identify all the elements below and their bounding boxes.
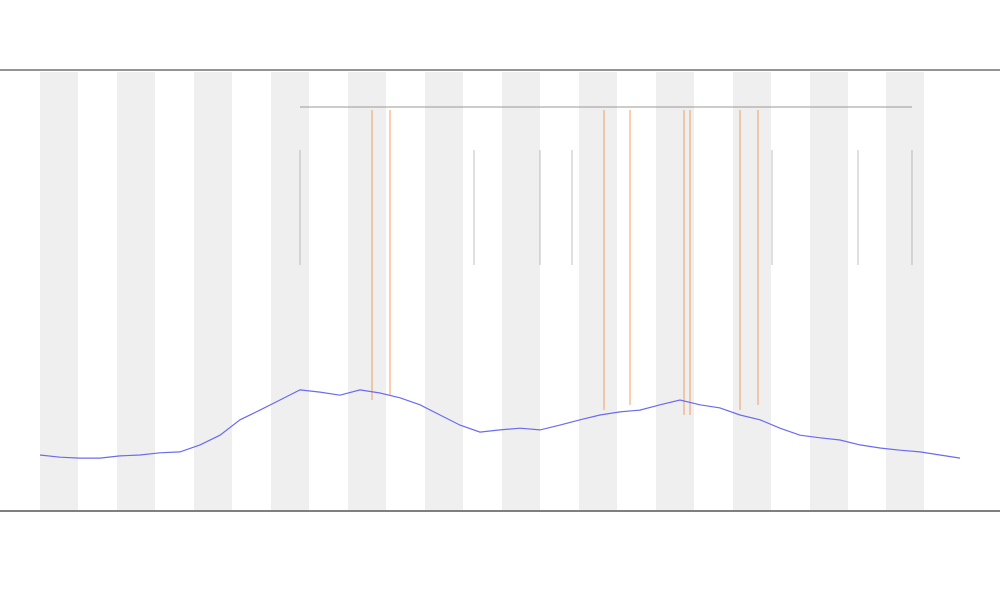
bands [40, 72, 924, 510]
band [348, 72, 386, 510]
band [40, 72, 78, 510]
band [425, 72, 463, 510]
plot [39, 389, 961, 459]
band [502, 72, 540, 510]
band [656, 72, 694, 510]
band [117, 72, 155, 510]
series-line [39, 389, 961, 459]
band [194, 72, 232, 510]
band [733, 72, 771, 510]
events [299, 110, 913, 415]
band [810, 72, 848, 510]
band [579, 72, 617, 510]
band [886, 72, 924, 510]
band [271, 72, 309, 510]
